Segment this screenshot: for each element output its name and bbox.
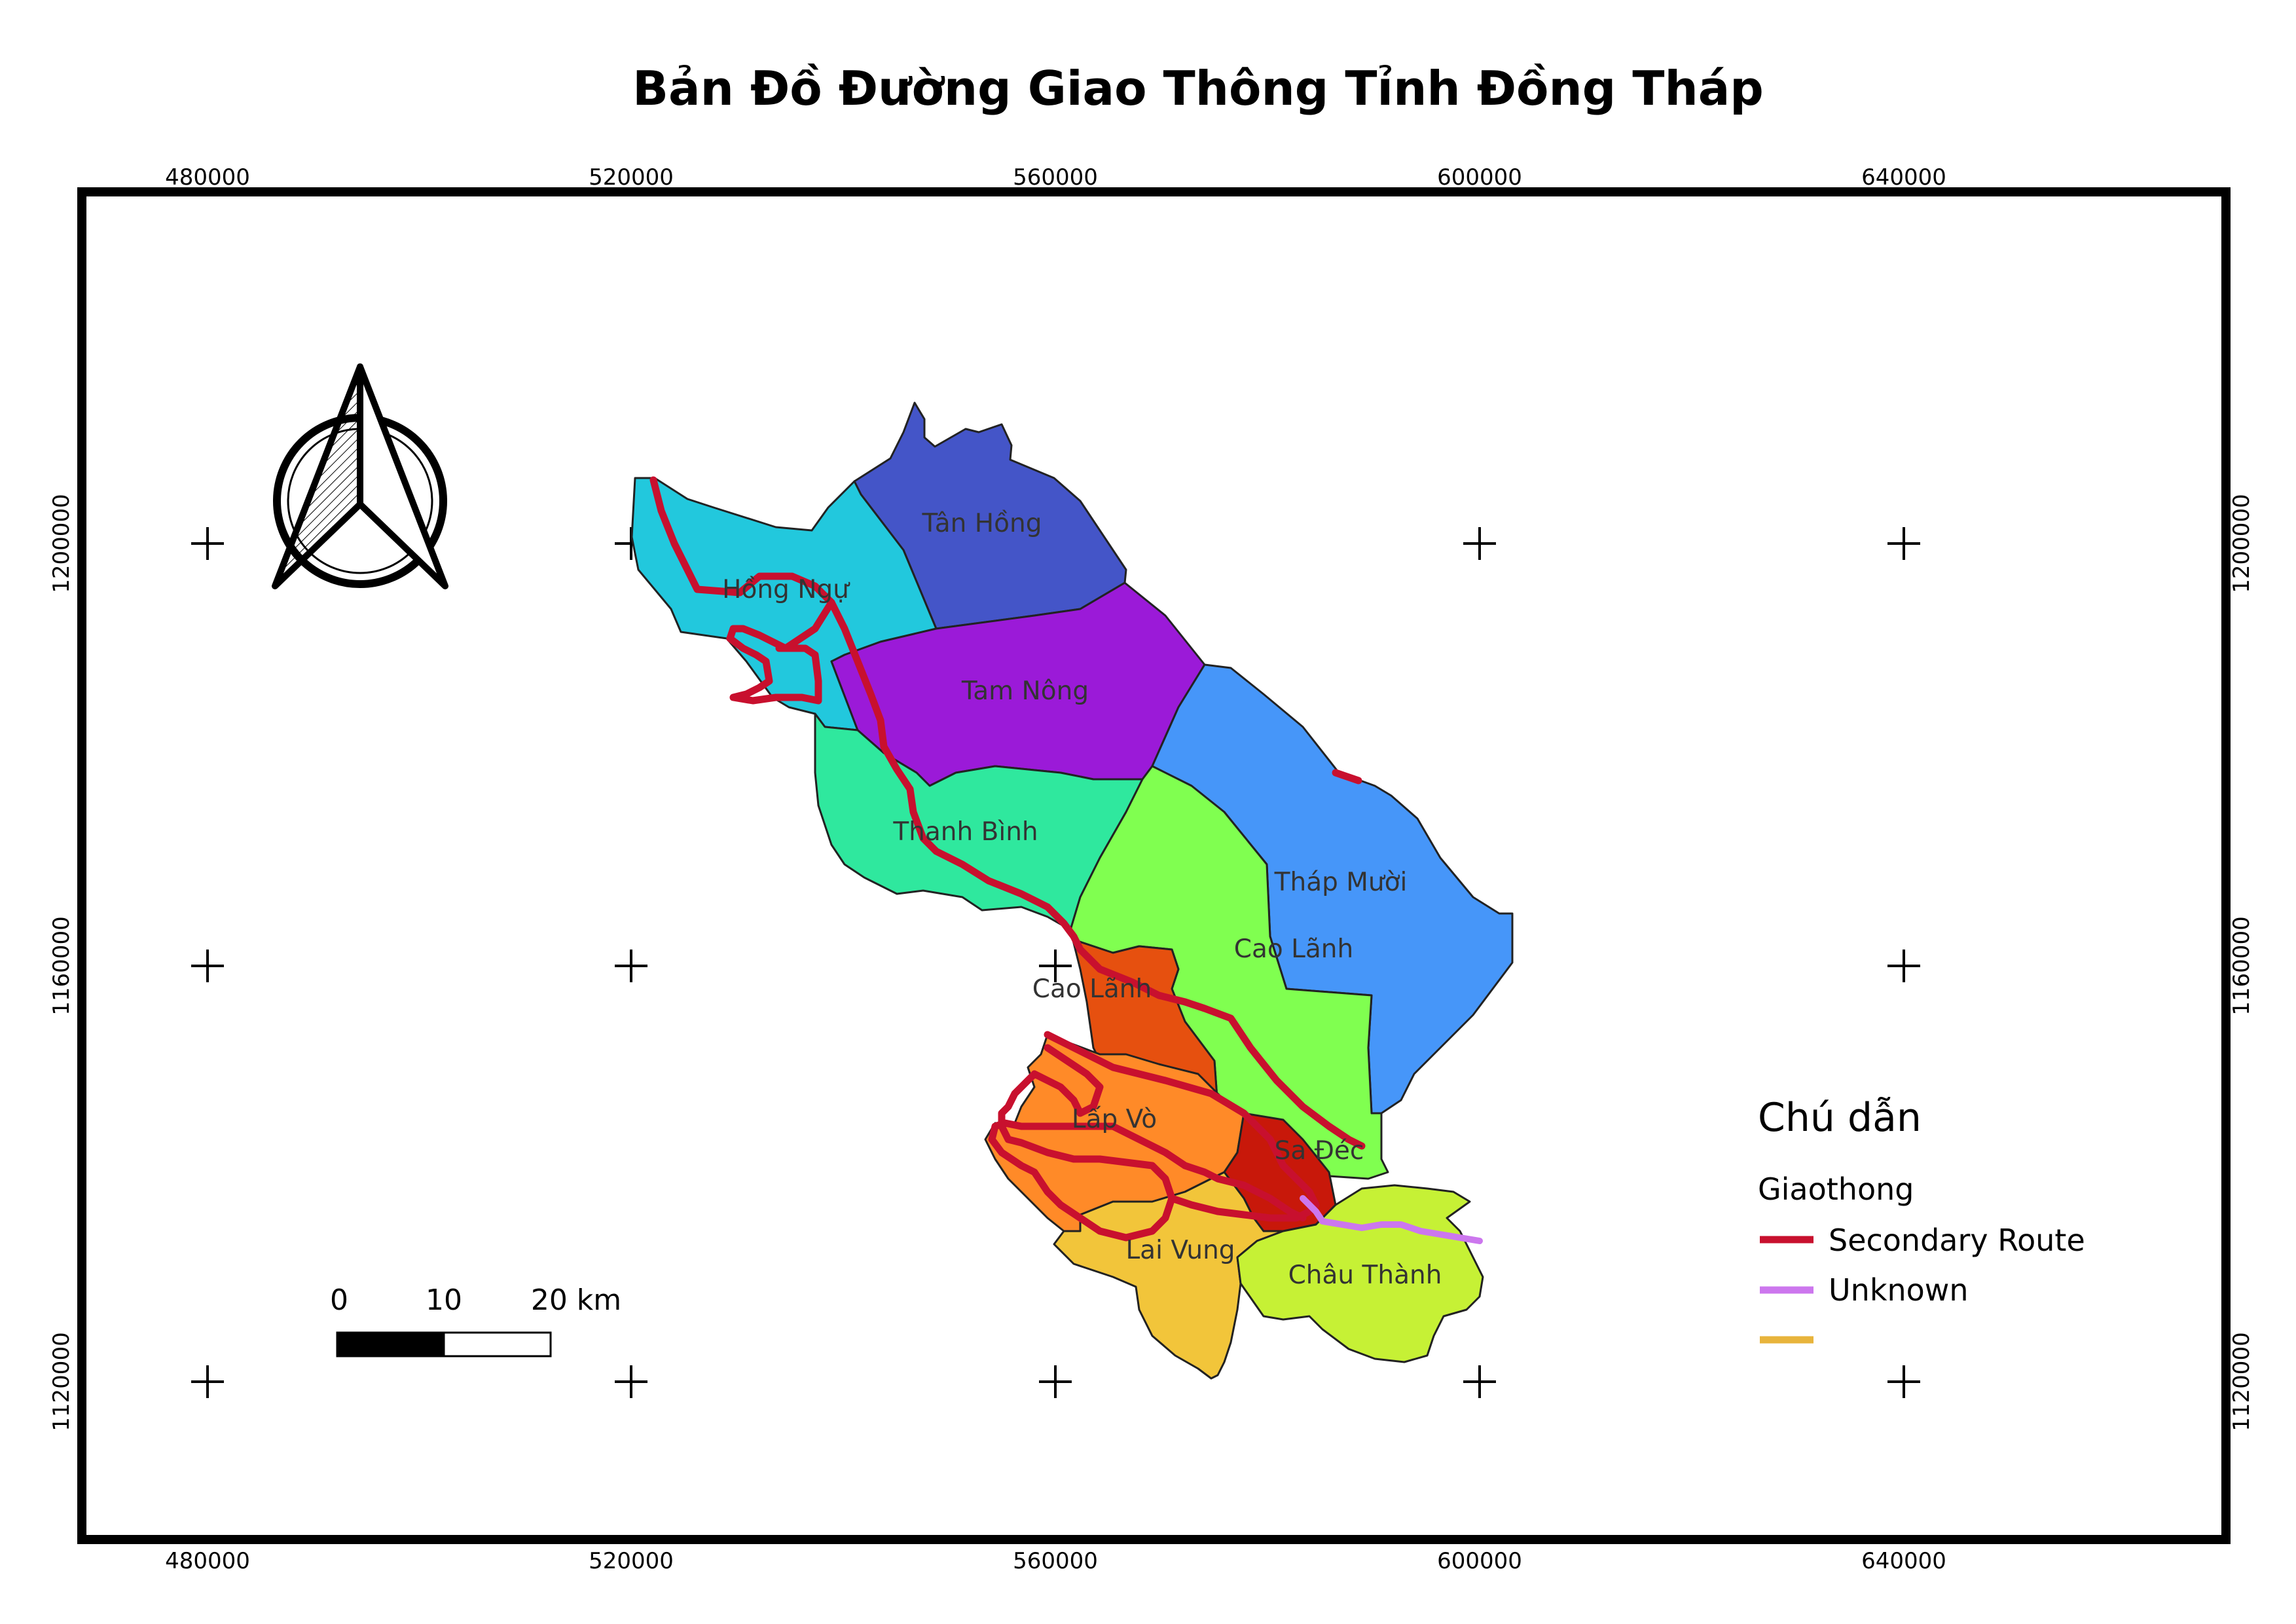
grid-label-right-y2: 1160000 <box>2229 916 2255 1015</box>
grid-label-top-x5: 640000 <box>1861 164 1946 191</box>
unknown-roads <box>1300 1195 1483 1244</box>
road-hong-ngu-loop <box>726 599 835 705</box>
road-unknown-chau-thanh <box>1300 1195 1483 1244</box>
road-lap-vo-sa-dec <box>1044 1031 1320 1209</box>
label-sa-dec: Sa Đéc <box>1275 1136 1364 1166</box>
map-title: Bản Đồ Đường Giao Thông Tỉnh Đồng Tháp <box>632 61 1764 116</box>
grid-label-bottom-x2: 520000 <box>589 1548 674 1574</box>
grid-crosses <box>191 527 1920 1398</box>
grid-label-bottom-x4: 600000 <box>1437 1548 1522 1574</box>
scale-bar-black-segment <box>336 1331 445 1357</box>
grid-label-right-y1: 1200000 <box>2229 494 2255 593</box>
scale-bar-white-segment <box>443 1331 552 1357</box>
grid-label-bottom-x5: 640000 <box>1861 1548 1946 1574</box>
grid-label-top-x4: 600000 <box>1437 164 1522 191</box>
grid-label-top-x3: 560000 <box>1013 164 1098 191</box>
scale-label-10: 10 <box>426 1283 462 1317</box>
road-lai-vung <box>1168 1194 1313 1222</box>
label-hong-ngu: Hồng Ngự <box>722 575 850 604</box>
scale-bar: 0 10 20 km <box>330 1283 621 1357</box>
legend-item-unknown: Unknown <box>1829 1272 1969 1308</box>
grid-label-top-x1: 480000 <box>165 164 250 191</box>
label-tam-nong: Tam Nông <box>961 676 1089 706</box>
label-tan-hong: Tân Hồng <box>922 509 1042 538</box>
legend: Chú dẫn Giaothong Secondary Route Unknow… <box>1758 1095 2085 1344</box>
grid-label-top-x2: 520000 <box>589 164 674 191</box>
road-lap-vo-loop <box>988 1044 1307 1242</box>
road-thap-muoi-segment <box>1332 769 1362 784</box>
district-labels: Tân Hồng Hồng Ngự Tam Nông Tháp Mười Tha… <box>722 509 1442 1290</box>
secondary-route-roads <box>649 476 1366 1242</box>
grid-label-left-y1: 1200000 <box>48 494 75 593</box>
label-lai-vung: Lai Vung <box>1125 1236 1235 1265</box>
road-main-north-south <box>649 476 1366 1150</box>
district-lai-vung <box>1053 1171 1285 1380</box>
label-cao-lanh-district: Cao Lãnh <box>1234 934 1353 964</box>
legend-group: Giaothong <box>1758 1172 1914 1207</box>
north-arrow-icon <box>272 363 448 589</box>
label-thap-muoi: Tháp Mười <box>1274 868 1408 897</box>
legend-title: Chú dẫn <box>1758 1095 1922 1141</box>
legend-item-secondary: Secondary Route <box>1829 1223 2085 1258</box>
grid-label-left-y3: 1120000 <box>48 1332 75 1431</box>
scale-label-20: 20 km <box>531 1283 621 1317</box>
grid-label-right-y3: 1120000 <box>2229 1332 2255 1431</box>
label-thanh-binh: Thanh Bình <box>892 817 1038 847</box>
label-cao-lanh-city: Cao Lãnh <box>1032 974 1152 1004</box>
label-lap-vo: Lấp Vò <box>1072 1105 1157 1134</box>
scale-label-0: 0 <box>330 1283 348 1317</box>
label-chau-thanh: Châu Thành <box>1288 1261 1442 1290</box>
grid-label-left-y2: 1160000 <box>48 916 75 1015</box>
grid-label-bottom-x3: 560000 <box>1013 1548 1098 1574</box>
grid-label-bottom-x1: 480000 <box>165 1548 250 1574</box>
